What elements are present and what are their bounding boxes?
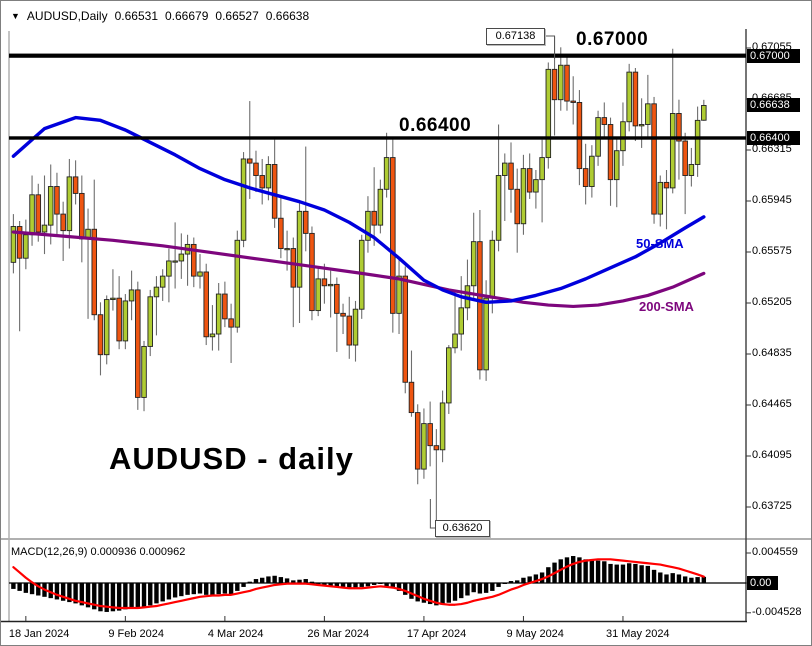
macd-name: MACD(12,26,9) xyxy=(11,546,88,558)
price-axis-tick: 0.64095 xyxy=(752,449,792,461)
macd-axis-tick: 0.004559 xyxy=(752,546,798,558)
price-axis-tick: 0.65205 xyxy=(752,296,792,308)
price-marker-box: 0.67000 xyxy=(747,48,800,63)
time-axis-tick: 31 May 2024 xyxy=(605,628,670,640)
symbol-timeframe-label: AUDUSD,Daily xyxy=(26,9,108,23)
high-price-callout[interactable]: 0.67138 xyxy=(486,28,545,45)
support-level-label: 0.66400 xyxy=(399,115,472,136)
price-axis-tick: 0.65575 xyxy=(752,245,792,257)
price-axis-tick: 0.66315 xyxy=(752,143,792,155)
time-axis-tick: 18 Jan 2024 xyxy=(8,628,70,640)
macd-indicator-label: MACD(12,26,9) 0.000936 0.000962 xyxy=(11,546,185,558)
price-axis-tick: 0.64835 xyxy=(752,347,792,359)
macd-zero-box: 0.00 xyxy=(747,576,778,590)
low-price-callout[interactable]: 0.63620 xyxy=(435,520,490,537)
price-axis-tick: 0.64465 xyxy=(752,398,792,410)
price-marker-box: 0.66638 xyxy=(747,98,800,113)
chart-header: ▼ AUDUSD,Daily 0.66531 0.66679 0.66527 0… xyxy=(11,9,309,23)
time-axis-tick: 17 Apr 2024 xyxy=(406,628,467,640)
watermark-title: AUDUSD - daily xyxy=(109,441,354,476)
sma200-label: 200-SMA xyxy=(639,299,694,314)
ohlc-low-value: 0.66527 xyxy=(215,9,259,23)
macd-axis-tick: -0.004528 xyxy=(752,605,802,618)
resistance-level-label: 0.67000 xyxy=(576,29,649,50)
time-axis-tick: 9 May 2024 xyxy=(506,628,564,640)
price-marker-box: 0.66400 xyxy=(747,131,800,146)
symbol-dropdown-icon[interactable]: ▼ xyxy=(11,11,20,21)
price-axis-tick: 0.63725 xyxy=(752,500,792,512)
time-axis-tick: 4 Mar 2024 xyxy=(207,628,264,640)
macd-value: 0.000936 xyxy=(90,546,137,558)
time-axis-tick: 9 Feb 2024 xyxy=(108,628,165,640)
ohlc-high-value: 0.66679 xyxy=(165,9,209,23)
ohlc-open-value: 0.66531 xyxy=(114,9,158,23)
time-axis-tick: 26 Mar 2024 xyxy=(307,628,370,640)
price-axis-tick: 0.65945 xyxy=(752,194,792,206)
ohlc-close-value: 0.66638 xyxy=(265,9,310,23)
macd-signal-value: 0.000962 xyxy=(139,546,186,558)
sma50-label: 50-SMA xyxy=(636,236,684,251)
